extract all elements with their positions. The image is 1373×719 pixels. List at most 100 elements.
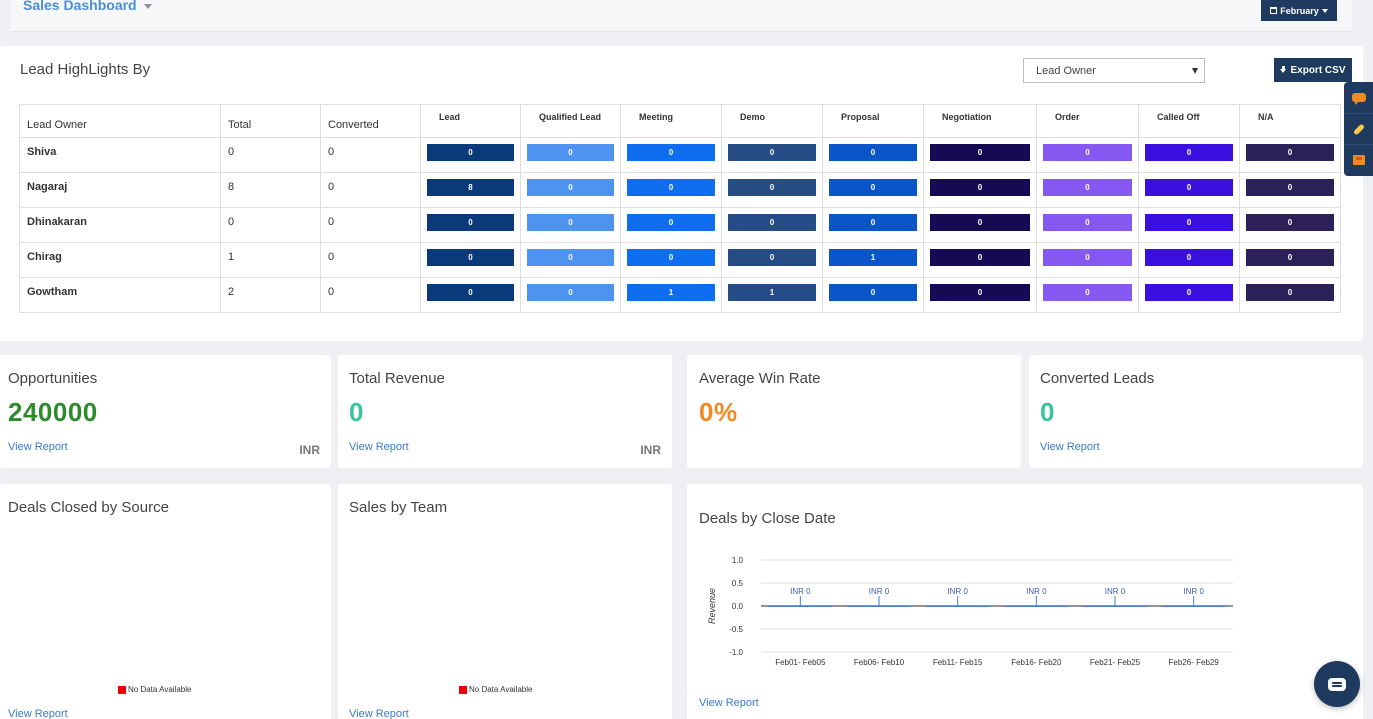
x-tick-label: Feb06- Feb10 bbox=[854, 658, 905, 667]
stage-count-bar[interactable]: 0 bbox=[1145, 284, 1233, 301]
stage-cell: 0 bbox=[923, 207, 1037, 243]
stage-count-bar[interactable]: 0 bbox=[728, 179, 816, 196]
stage-count-bar[interactable]: 0 bbox=[427, 249, 514, 266]
stage-count-bar[interactable]: 0 bbox=[527, 179, 614, 196]
stage-count-bar[interactable]: 0 bbox=[627, 144, 715, 161]
stage-count-bar[interactable]: 0 bbox=[829, 144, 917, 161]
card-title: Average Win Rate bbox=[699, 370, 821, 387]
legend-swatch bbox=[459, 685, 467, 694]
stage-count-bar[interactable]: 0 bbox=[427, 214, 514, 231]
cell-converted: 0 bbox=[320, 277, 421, 313]
table-row[interactable]: Shiva 0 0 0 0 0 0 0 0 0 0 0 bbox=[19, 137, 1341, 173]
stage-count-bar[interactable]: 0 bbox=[1145, 179, 1233, 196]
chat-action[interactable] bbox=[1344, 82, 1373, 113]
view-report-link[interactable]: View Report bbox=[699, 697, 759, 709]
month-filter-button[interactable]: February bbox=[1261, 0, 1337, 21]
stage-cell: 0 bbox=[1239, 277, 1341, 313]
cell-converted: 0 bbox=[320, 242, 421, 278]
stage-count-bar[interactable]: 0 bbox=[527, 249, 614, 266]
stage-count-bar[interactable]: 0 bbox=[1043, 214, 1132, 231]
stage-count-bar[interactable]: 0 bbox=[427, 144, 514, 161]
stage-count-bar[interactable]: 1 bbox=[728, 284, 816, 301]
stage-count-bar[interactable]: 0 bbox=[627, 214, 715, 231]
chevron-down-icon[interactable] bbox=[144, 4, 152, 9]
table-row[interactable]: Chirag 1 0 0 0 0 0 1 0 0 0 0 bbox=[19, 242, 1341, 278]
cell-owner: Shiva bbox=[19, 137, 221, 173]
currency-unit: INR bbox=[299, 443, 320, 457]
cell-owner: Nagaraj bbox=[19, 172, 221, 208]
support-chat-button[interactable] bbox=[1314, 661, 1360, 707]
stage-count-bar[interactable]: 0 bbox=[527, 214, 614, 231]
cell-owner: Gowtham bbox=[19, 277, 221, 313]
card-title: Opportunities bbox=[8, 370, 98, 387]
stage-count-bar[interactable]: 0 bbox=[527, 144, 614, 161]
stage-cell: 0 bbox=[923, 137, 1037, 173]
view-report-link[interactable]: View Report bbox=[349, 708, 409, 719]
mail-action[interactable] bbox=[1344, 144, 1373, 175]
stage-count-bar[interactable]: 0 bbox=[1246, 284, 1334, 301]
stage-count-bar[interactable]: 0 bbox=[1043, 144, 1132, 161]
stage-count-bar[interactable]: 0 bbox=[829, 214, 917, 231]
stage-count-bar[interactable]: 0 bbox=[930, 144, 1030, 161]
stage-count-bar[interactable]: 0 bbox=[1246, 214, 1334, 231]
stage-count-bar[interactable]: 0 bbox=[1145, 214, 1233, 231]
y-axis-label: Revenue bbox=[707, 588, 717, 624]
total-revenue-card: Total Revenue 0 View Report INR bbox=[338, 355, 672, 468]
table-row[interactable]: Dhinakaran 0 0 0 0 0 0 0 0 0 0 0 bbox=[19, 207, 1341, 243]
stage-count-bar[interactable]: 0 bbox=[728, 249, 816, 266]
group-by-select[interactable]: Lead Owner bbox=[1023, 58, 1205, 83]
stage-count-bar[interactable]: 0 bbox=[728, 214, 816, 231]
stage-count-bar[interactable]: 0 bbox=[930, 214, 1030, 231]
cell-owner: Chirag bbox=[19, 242, 221, 278]
stage-count-bar[interactable]: 0 bbox=[728, 144, 816, 161]
stage-count-bar[interactable]: 0 bbox=[527, 284, 614, 301]
chat-icon bbox=[1351, 93, 1366, 105]
stage-count-bar[interactable]: 0 bbox=[1246, 179, 1334, 196]
stage-count-bar[interactable]: 0 bbox=[1246, 144, 1334, 161]
stage-count-bar[interactable]: 1 bbox=[829, 249, 917, 266]
stage-count-bar[interactable]: 0 bbox=[1043, 249, 1132, 266]
export-csv-button[interactable]: Export CSV bbox=[1274, 58, 1352, 82]
stage-count-bar[interactable]: 0 bbox=[627, 179, 715, 196]
table-row[interactable]: Nagaraj 8 0 8 0 0 0 0 0 0 0 0 bbox=[19, 172, 1341, 208]
stage-header: Demo bbox=[721, 104, 823, 138]
stage-cell: 0 bbox=[420, 277, 521, 313]
view-report-link[interactable]: View Report bbox=[8, 441, 68, 453]
stage-count-bar[interactable]: 0 bbox=[1246, 249, 1334, 266]
stage-cell: 0 bbox=[1138, 277, 1240, 313]
call-action[interactable] bbox=[1344, 113, 1373, 144]
stage-cell: 0 bbox=[721, 207, 823, 243]
column-header: Lead Owner bbox=[19, 104, 221, 138]
stage-count-bar[interactable]: 8 bbox=[427, 179, 514, 196]
stage-count-bar[interactable]: 1 bbox=[627, 284, 715, 301]
cell-total: 0 bbox=[220, 137, 321, 173]
stage-count-bar[interactable]: 0 bbox=[627, 249, 715, 266]
view-report-link[interactable]: View Report bbox=[8, 708, 68, 719]
stage-count-bar[interactable]: 0 bbox=[829, 284, 917, 301]
no-data-legend: No Data Available bbox=[118, 685, 191, 694]
view-report-link[interactable]: View Report bbox=[349, 441, 409, 453]
stage-count-bar[interactable]: 0 bbox=[930, 249, 1030, 266]
table-row[interactable]: Gowtham 2 0 0 0 1 1 0 0 0 0 0 bbox=[19, 277, 1341, 313]
stage-count-bar[interactable]: 0 bbox=[1145, 144, 1233, 161]
stage-cell: 0 bbox=[1239, 242, 1341, 278]
stage-count-bar[interactable]: 0 bbox=[930, 284, 1030, 301]
stage-count-bar[interactable]: 0 bbox=[829, 179, 917, 196]
stage-cell: 0 bbox=[520, 277, 621, 313]
stage-count-bar[interactable]: 0 bbox=[1043, 179, 1132, 196]
dashboard-title[interactable]: Sales Dashboard bbox=[23, 0, 137, 13]
stage-cell: 0 bbox=[1036, 137, 1139, 173]
view-report-link[interactable]: View Report bbox=[1040, 441, 1100, 453]
currency-unit: INR bbox=[640, 443, 661, 457]
stage-count-bar[interactable]: 0 bbox=[930, 179, 1030, 196]
stage-cell: 0 bbox=[1036, 277, 1139, 313]
chat-bubble-icon bbox=[1328, 677, 1346, 691]
stage-cell: 0 bbox=[420, 207, 521, 243]
stage-cell: 0 bbox=[420, 137, 521, 173]
no-data-legend: No Data Available bbox=[459, 685, 532, 694]
deals-closed-by-source-panel: Deals Closed by Source No Data Available… bbox=[0, 484, 331, 719]
stage-count-bar[interactable]: 0 bbox=[427, 284, 514, 301]
converted-leads-card: Converted Leads 0 View Report bbox=[1029, 355, 1363, 468]
stage-count-bar[interactable]: 0 bbox=[1043, 284, 1132, 301]
stage-count-bar[interactable]: 0 bbox=[1145, 249, 1233, 266]
